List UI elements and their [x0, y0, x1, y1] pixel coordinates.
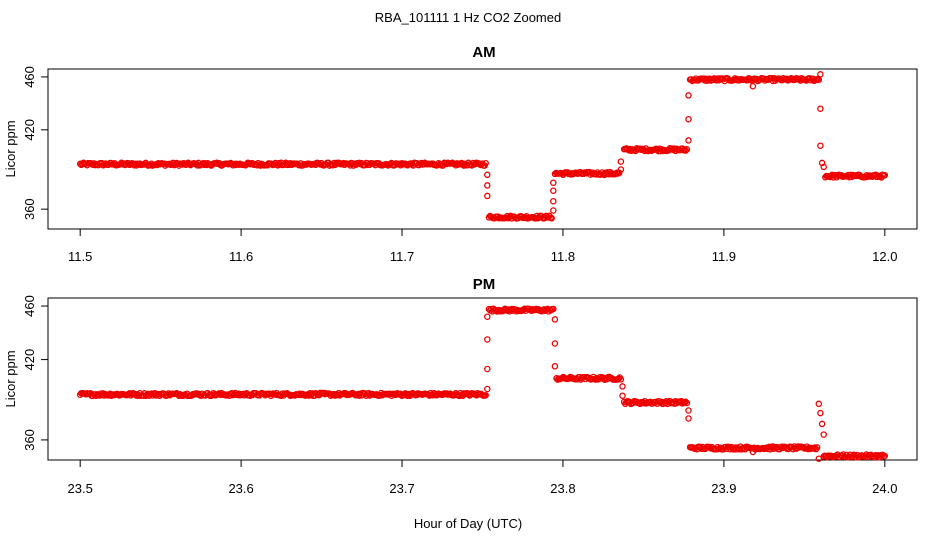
data-point	[815, 455, 823, 462]
data-point	[749, 82, 757, 90]
data-points-pm	[76, 305, 889, 462]
x-tick-label: 23.6	[228, 481, 253, 496]
y-tick-label: 420	[22, 349, 37, 371]
x-tick-label: 24.0	[872, 481, 897, 496]
data-point	[682, 398, 689, 406]
x-tick-label: 12.0	[872, 249, 897, 264]
y-tick-label: 460	[22, 295, 37, 317]
panel-title-am: AM	[472, 44, 495, 61]
data-point	[548, 215, 555, 222]
y-tick-label: 360	[22, 198, 37, 220]
data-point	[813, 444, 821, 451]
x-axis-label: Hour of Day (UTC)	[414, 516, 522, 531]
data-point	[484, 192, 491, 200]
data-point	[820, 431, 827, 438]
data-point	[881, 452, 889, 460]
data-point	[617, 376, 625, 383]
x-tick-label: 23.9	[711, 481, 736, 496]
data-point	[612, 170, 620, 178]
data-point	[619, 392, 626, 399]
data-point	[596, 373, 604, 381]
data-point	[683, 399, 691, 407]
data-point	[550, 179, 557, 186]
data-point	[817, 142, 824, 149]
data-point	[484, 385, 491, 393]
y-tick-label: 420	[22, 119, 37, 141]
panel-am: AM Licor ppm 11.5 11.6 11.7 11.8 11.9 12.0 360…	[3, 44, 918, 264]
x-tick-label: 11.7	[390, 249, 414, 264]
x-tick-label: 11.9	[712, 249, 736, 264]
data-point	[881, 171, 889, 179]
x-tick-label: 23.5	[68, 481, 93, 496]
data-point	[683, 146, 691, 153]
data-point	[550, 207, 557, 214]
data-point	[551, 340, 559, 347]
data-point	[818, 420, 826, 428]
y-tick-label: 460	[22, 66, 37, 88]
data-point	[749, 448, 757, 456]
data-point	[617, 166, 625, 173]
panel-pm: PM Licor ppm 23.5 23.6 23.7 23.8 23.9 24.0 360…	[3, 276, 918, 496]
x-tick-label: 23.8	[550, 481, 575, 496]
data-point	[550, 187, 557, 194]
data-point	[820, 163, 827, 171]
data-point	[550, 197, 557, 205]
y-tick-label: 360	[22, 429, 37, 451]
data-point	[619, 383, 626, 390]
panel-title-pm: PM	[473, 276, 496, 293]
data-point	[482, 391, 489, 399]
plot-frame-pm	[47, 297, 918, 461]
x-tick-label: 23.7	[389, 481, 414, 496]
data-point	[685, 415, 692, 422]
data-point	[685, 92, 692, 99]
data-point	[817, 105, 824, 112]
data-point	[681, 146, 688, 153]
x-tick-label: 11.8	[551, 249, 575, 264]
data-points-am	[76, 71, 889, 222]
y-axis-label-am: Licor ppm	[3, 120, 18, 177]
data-point	[815, 400, 823, 408]
x-tick-label: 11.6	[229, 249, 253, 264]
data-point	[551, 316, 559, 323]
data-point	[484, 365, 491, 373]
y-axis-label-pm: Licor ppm	[3, 350, 18, 407]
data-point	[551, 363, 559, 370]
axis-ticks-am: 11.5 11.6 11.7 11.8 11.9 12.0 360 420 460	[22, 66, 897, 264]
axis-ticks-pm: 23.5 23.6 23.7 23.8 23.9 24.0 360 420 460	[22, 295, 897, 496]
data-point	[685, 407, 692, 414]
data-point	[616, 169, 623, 177]
data-point	[666, 145, 674, 152]
data-point	[685, 137, 692, 144]
data-point	[817, 409, 824, 417]
data-point	[617, 158, 625, 165]
data-point	[550, 305, 557, 313]
x-tick-label: 11.5	[68, 249, 92, 264]
plot-frame-am	[47, 68, 918, 230]
data-point	[482, 159, 489, 167]
chart-title: RBA_101111 1 Hz CO2 Zoomed	[375, 10, 561, 25]
data-point	[484, 182, 491, 189]
data-point	[817, 71, 824, 78]
data-point	[815, 76, 823, 84]
data-point	[685, 115, 692, 123]
data-point	[484, 313, 491, 320]
data-point	[484, 336, 491, 343]
data-point	[682, 147, 689, 154]
data-point	[484, 171, 491, 179]
